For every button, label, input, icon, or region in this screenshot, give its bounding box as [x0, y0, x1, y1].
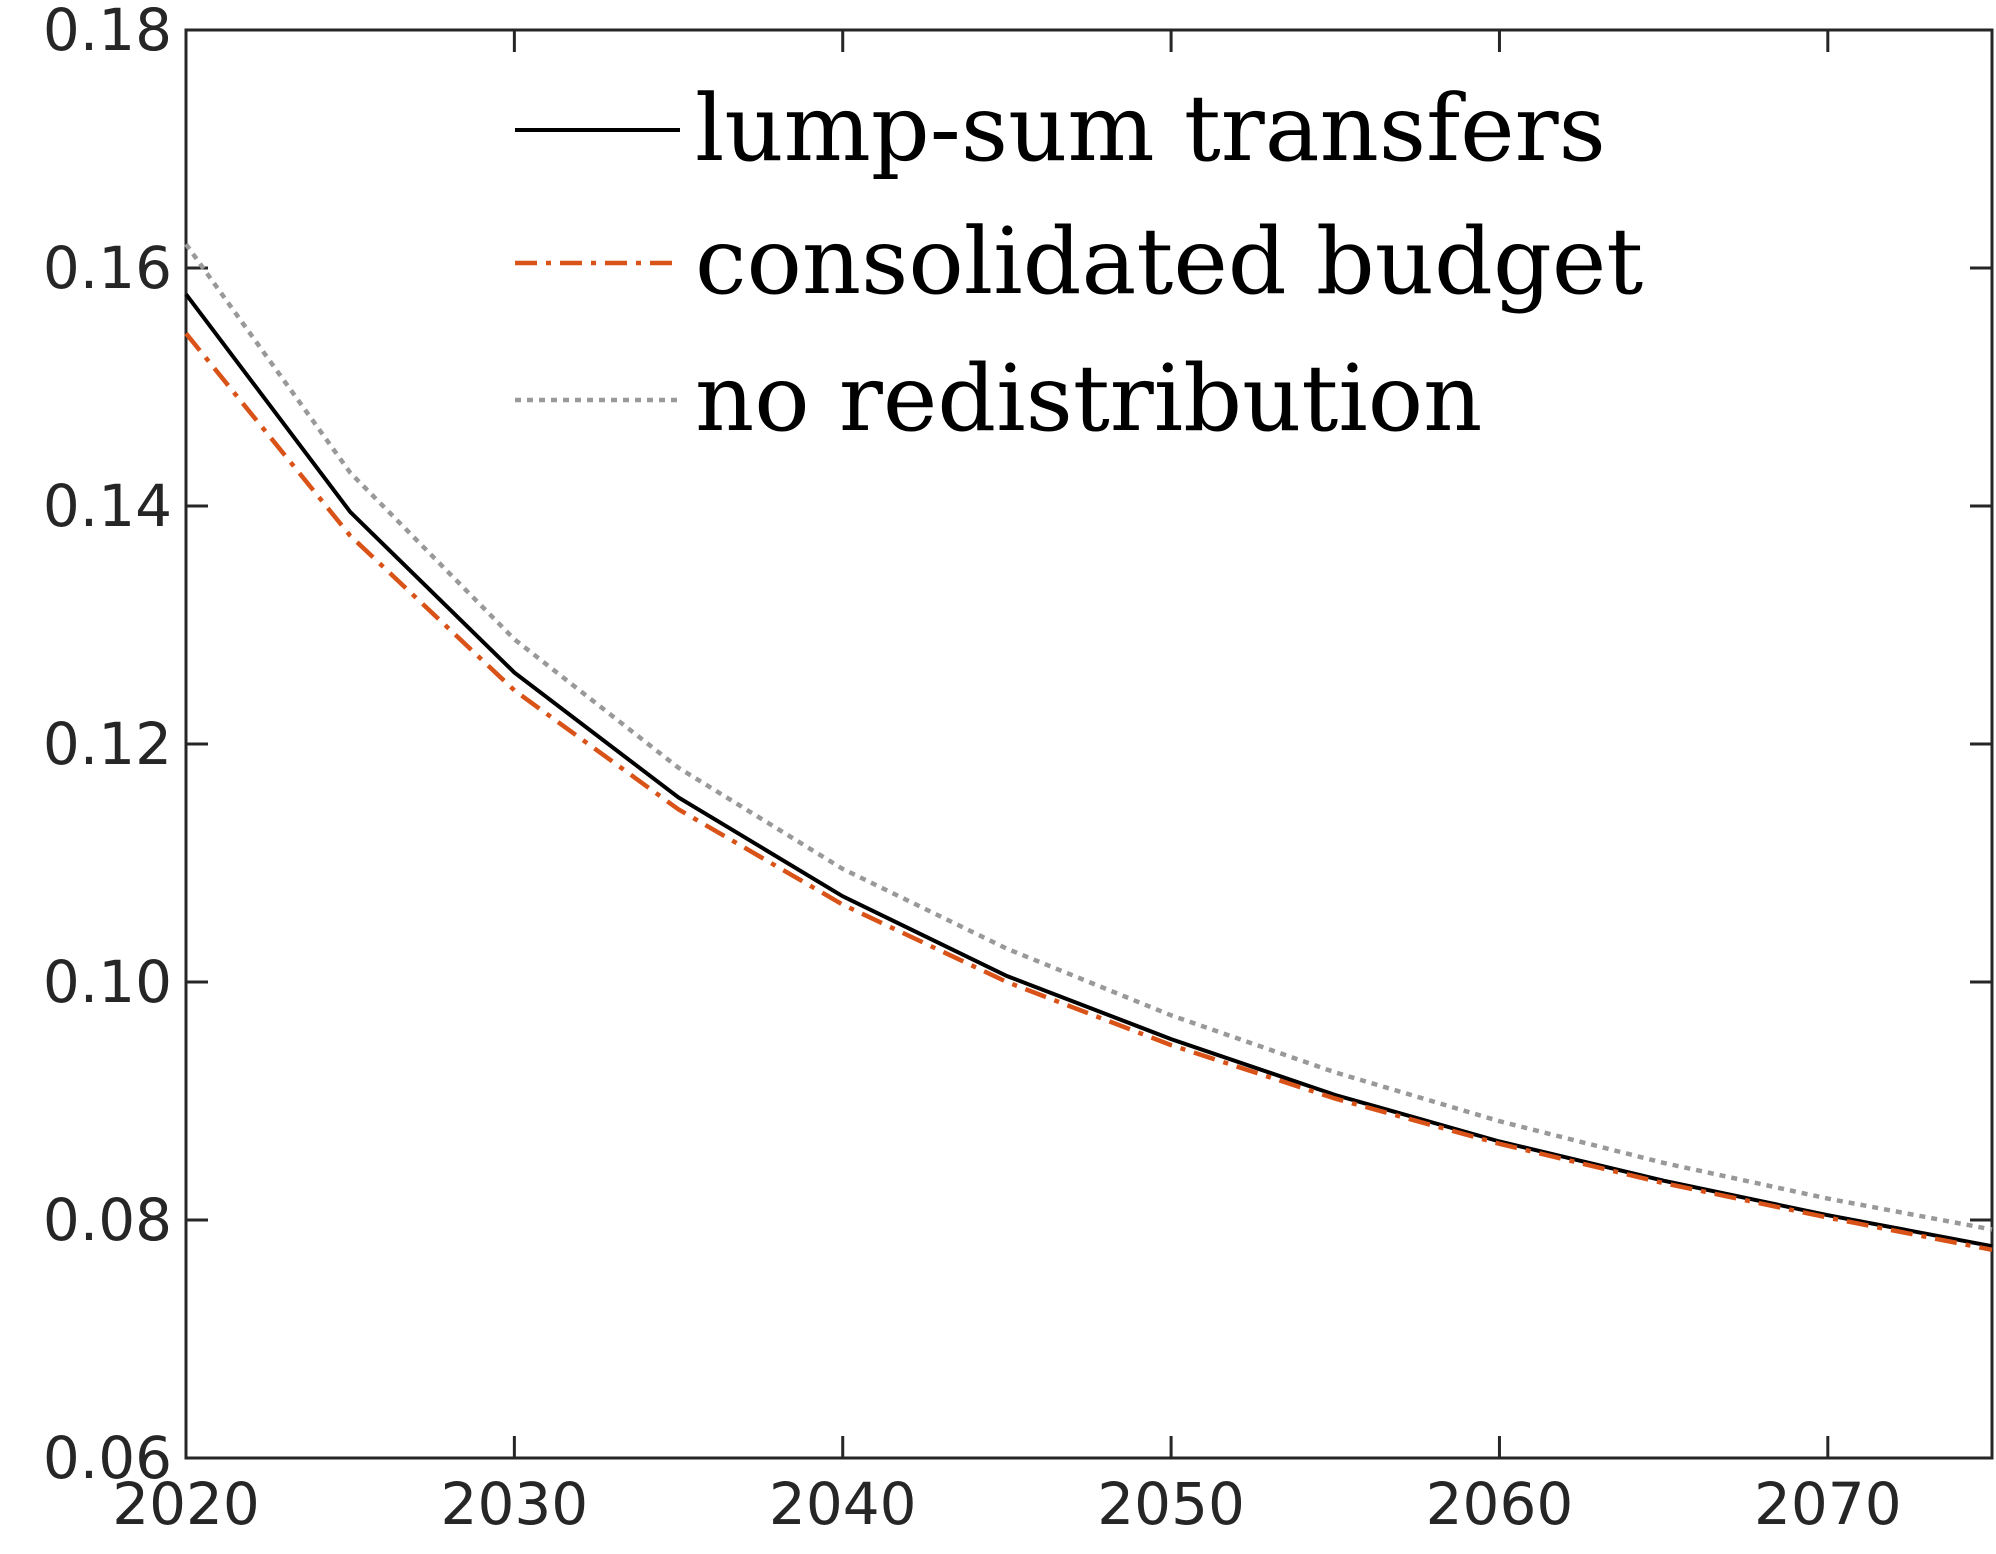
legend-label-no-redistribution: no redistribution: [695, 345, 1482, 452]
x-tick-label: 2020: [112, 1470, 260, 1538]
y-tick-label: 0.14: [43, 472, 172, 540]
legend-label-lump-sum-transfers: lump-sum transfers: [695, 75, 1606, 182]
x-tick-label: 2050: [1097, 1470, 1245, 1538]
x-tick-label: 2070: [1754, 1470, 1902, 1538]
x-tick-label: 2060: [1426, 1470, 1574, 1538]
y-tick-label: 0.10: [43, 948, 172, 1016]
legend: lump-sum transfers consolidated budget no …: [515, 75, 1643, 452]
y-tick-label: 0.18: [43, 0, 172, 64]
series-line-lump-sum-transfers: [184, 292, 1993, 1249]
series-line-consolidated-budget: [184, 331, 1993, 1253]
x-tick-label: 2040: [769, 1470, 917, 1538]
y-tick-label: 0.08: [43, 1186, 172, 1254]
y-tick-label: 0.16: [43, 234, 172, 302]
x-tick-label: 2030: [441, 1470, 589, 1538]
y-tick-label: 0.06: [43, 1424, 172, 1492]
y-tick-label: 0.12: [43, 710, 172, 778]
plot-area: 2020 2030 2040 2050 2060 2070 0.06 0.08 0.10 0.12…: [43, 0, 1994, 1538]
legend-label-consolidated-budget: consolidated budget: [695, 208, 1643, 315]
